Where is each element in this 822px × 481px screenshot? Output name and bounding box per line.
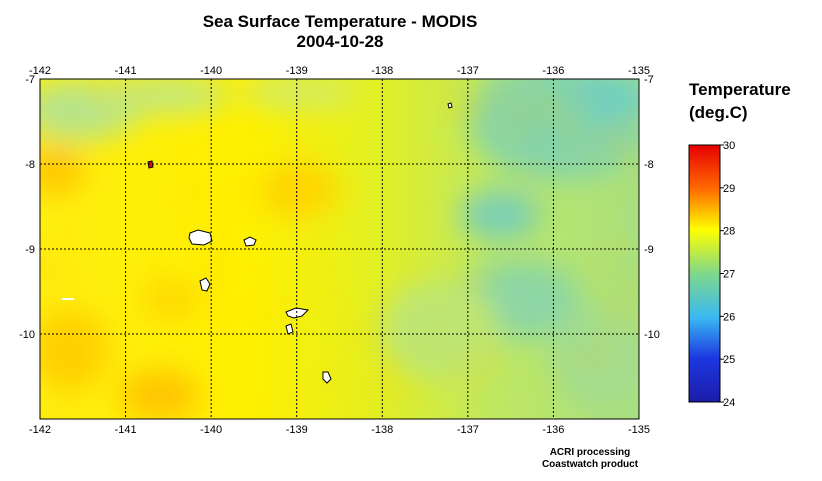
legend-tick-label: 29: [723, 183, 735, 195]
lat-label-right: -8: [644, 159, 654, 171]
island-nuku-hiva: [188, 229, 213, 246]
lon-label-bottom: -136: [542, 424, 564, 436]
axis-labels: -142 -142 -141 -141 -140 -140 -139 -139 -138 -138…: [19, 65, 660, 436]
lat-label-right: -9: [644, 244, 654, 256]
lon-label-bottom: -142: [29, 424, 51, 436]
lat-label-left: -8: [25, 159, 35, 171]
island-eiao: [147, 160, 154, 169]
lat-label-left: -9: [25, 244, 35, 256]
island-small-2: [62, 298, 74, 300]
island-tahuata: [285, 323, 294, 335]
legend-colorbar: [688, 144, 721, 403]
island-ua-pou: [199, 277, 211, 292]
credit-product: Coastwatch product: [541, 459, 639, 470]
map-title: Sea Surface Temperature - MODIS: [202, 12, 478, 31]
lon-label-top: -136: [542, 65, 564, 77]
lon-label-top: -137: [457, 65, 479, 77]
island-ua-huka: [243, 236, 257, 247]
legend-tick-label: 30: [723, 140, 735, 152]
island-small-1: [447, 102, 453, 109]
lon-label-top: -140: [200, 65, 222, 77]
lat-label-right: -7: [644, 74, 654, 86]
lon-label-top: -142: [29, 65, 51, 77]
lat-label-left: -7: [25, 74, 35, 86]
lon-label-top: -135: [628, 65, 650, 77]
legend-tick-label: 24: [723, 397, 735, 409]
lon-label-bottom: -139: [286, 424, 308, 436]
lon-label-bottom: -135: [628, 424, 650, 436]
legend-unit: (deg.C): [689, 103, 748, 122]
lon-label-top: -139: [286, 65, 308, 77]
lon-label-top: -141: [115, 65, 137, 77]
sst-field: [40, 79, 639, 419]
lon-label-bottom: -141: [115, 424, 137, 436]
lon-label-bottom: -140: [200, 424, 222, 436]
legend-tick-label: 28: [723, 226, 735, 238]
lat-label-right: -10: [644, 329, 660, 341]
map-frame: [39, 78, 640, 420]
legend-title: Temperature: [689, 80, 791, 99]
lon-label-top: -138: [371, 65, 393, 77]
legend-tick-label: 27: [723, 269, 735, 281]
credit-processing: ACRI processing: [549, 447, 631, 458]
legend-ticks: 30 29 28 27 26 25 24: [720, 140, 735, 409]
legend-tick-label: 26: [723, 311, 735, 323]
graticule: [40, 79, 639, 419]
lat-label-left: -10: [19, 329, 35, 341]
lon-label-bottom: -137: [457, 424, 479, 436]
legend-tick-label: 25: [723, 354, 735, 366]
island-fatu-hiva: [322, 371, 332, 384]
lon-label-bottom: -138: [371, 424, 393, 436]
map-date: 2004-10-28: [296, 32, 384, 51]
